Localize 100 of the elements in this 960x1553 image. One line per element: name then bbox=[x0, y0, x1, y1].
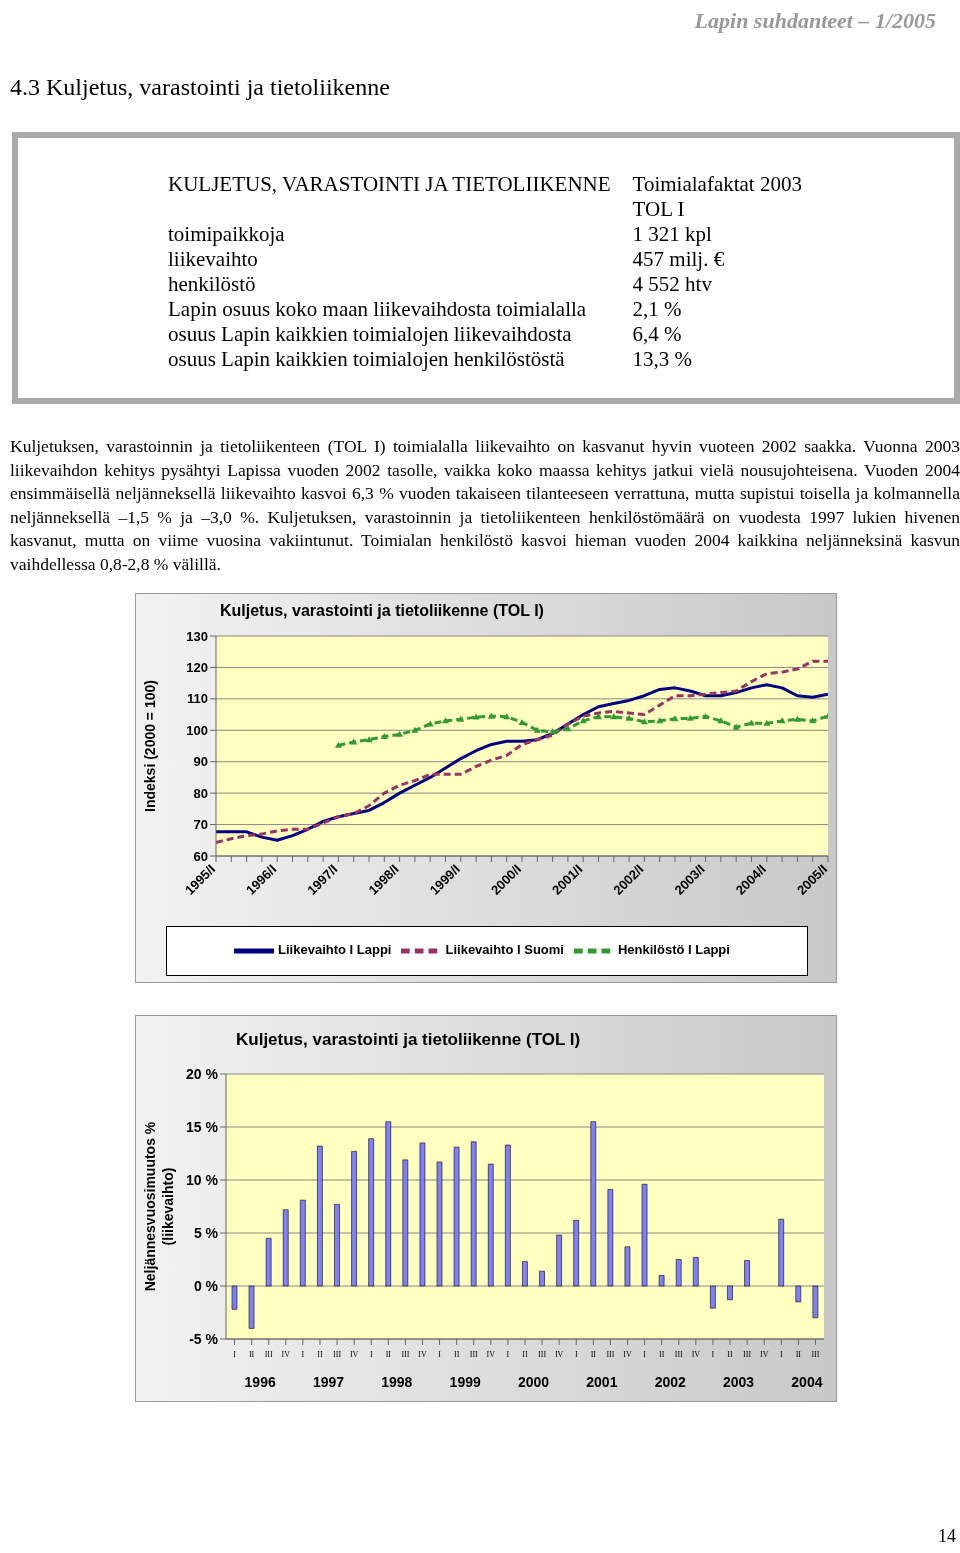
point bbox=[763, 719, 771, 726]
bar bbox=[658, 1275, 665, 1287]
legend-label: Henkilöstö I Lappi bbox=[617, 942, 730, 958]
point bbox=[457, 715, 465, 722]
y-tick-label: -5 % bbox=[189, 1330, 219, 1347]
y-tick-label: 0 % bbox=[193, 1277, 219, 1294]
point bbox=[640, 718, 648, 725]
chart-title: Kuljetus, varastointi ja tietoliikenne (TOL I) bbox=[220, 602, 544, 620]
bar bbox=[641, 1183, 648, 1287]
text: 2001 bbox=[586, 1374, 618, 1390]
x-tick-label: III bbox=[743, 1350, 752, 1359]
point bbox=[533, 726, 541, 733]
y-tick-label: 130 bbox=[186, 628, 208, 644]
bar bbox=[317, 1145, 323, 1287]
text: KULJETUS, VARASTOINTI JA TIETOLIIKENNE bbox=[168, 172, 612, 198]
bar bbox=[692, 1257, 699, 1287]
point bbox=[671, 715, 679, 722]
x-tick-label: II bbox=[317, 1350, 323, 1359]
legend-label: Liikevaihto I Lappi bbox=[278, 942, 392, 958]
text: 457 milj. € bbox=[632, 247, 726, 272]
x-tick-label: II bbox=[385, 1350, 392, 1359]
bar bbox=[590, 1121, 597, 1287]
y-tick-label: 10 % bbox=[186, 1171, 219, 1188]
bar bbox=[795, 1285, 802, 1303]
y-axis-title: Neljännesvuosimuutos % (liikevaihto) bbox=[142, 1121, 176, 1292]
x-tick-label: III bbox=[538, 1350, 547, 1359]
y-tick-label: 90 bbox=[193, 754, 208, 770]
point bbox=[503, 713, 511, 720]
y-tick-label: 100 bbox=[186, 722, 208, 738]
x-tick-label: I bbox=[574, 1350, 578, 1359]
bar bbox=[470, 1141, 477, 1287]
point bbox=[442, 717, 449, 724]
x-tick-label: I bbox=[369, 1350, 373, 1359]
text: 1997 bbox=[312, 1374, 345, 1390]
y-tick-label: 60 bbox=[193, 848, 208, 864]
x-tick-label: I bbox=[506, 1350, 510, 1359]
text: toimipaikkoja bbox=[168, 222, 286, 247]
y-tick-label: 70 bbox=[193, 817, 208, 833]
text: 2002 bbox=[654, 1374, 687, 1390]
x-tick-label: III bbox=[264, 1350, 274, 1359]
y-tick-label: 110 bbox=[187, 691, 208, 707]
x-tick-label: III bbox=[606, 1350, 615, 1359]
point bbox=[426, 720, 434, 727]
y-tick-label: 15 % bbox=[186, 1118, 219, 1135]
text: Toimialafaktat 2003 TOL I bbox=[632, 172, 802, 222]
bar bbox=[744, 1260, 750, 1287]
bar bbox=[556, 1234, 562, 1287]
point bbox=[472, 713, 480, 720]
bar bbox=[351, 1151, 357, 1287]
x-tick-label: III bbox=[401, 1350, 410, 1359]
text: henkilöstö bbox=[168, 272, 257, 297]
point bbox=[365, 736, 373, 743]
point bbox=[334, 741, 342, 748]
text: Kuljetuksen, varastoinnin ja tietoliikenteen (TOL I) toimialalla liikevaihto on kasvanut hyvin vuoteen 2002 saakka. Vuonna 2003 liikevaihdon kehitys pysähtyi Lapissa vuoden 2002 tasolle, vaikka koko maassa kehitys jatkui vielä nousujohteisena. Vuoden 2004 ensimmäisellä neljänneksellä liikevaihto kasvoi 6,3 % vuoden takaiseen tilanteeseen verrattuna, mutta supistui toisella ja kolmannella neljänneksellä –1,5 % ja –3,0 %. Kuljetuksen, varastoinnin ja tietoliikenteen henkilöstömäärä on vuodesta 1997 lukien hivenen kasvanut, mutta on viime vuosina vakiintunut. Toimialan henkilöstö kasvoi hieman vuoden 2004 kaikkina neljänneksinä kasvun vaihdellessa 0,8-2,8 % välillä. bbox=[10, 435, 960, 576]
y-tick-label: 80 bbox=[193, 785, 208, 801]
text: 2000 bbox=[517, 1374, 550, 1390]
x-tick-label: III bbox=[674, 1350, 684, 1359]
x-tick-label: I bbox=[779, 1350, 783, 1359]
x-tick-label: II bbox=[795, 1350, 802, 1359]
point bbox=[396, 730, 404, 737]
text: 1998 bbox=[381, 1374, 413, 1390]
bar bbox=[727, 1285, 733, 1301]
x-tick-label: II bbox=[453, 1350, 460, 1359]
point bbox=[793, 715, 801, 722]
x-tick-label: I bbox=[643, 1350, 647, 1359]
bar bbox=[248, 1285, 255, 1329]
text: Lapin suhdanteet – 1/2005 bbox=[694, 8, 936, 34]
point bbox=[732, 723, 740, 730]
x-tick-label: IV bbox=[418, 1350, 427, 1359]
x-tick-label: III bbox=[469, 1350, 479, 1359]
text: 14 bbox=[938, 1526, 956, 1547]
y-axis-title: Indeksi (2000 = 100) bbox=[142, 680, 158, 812]
bar bbox=[573, 1219, 579, 1287]
bar bbox=[539, 1270, 545, 1287]
x-tick-label: II bbox=[727, 1350, 734, 1359]
bar bbox=[368, 1138, 374, 1287]
text: osuus Lapin kaikkien toimialojen henkilöstöstä bbox=[168, 347, 566, 372]
point bbox=[686, 714, 694, 721]
point bbox=[564, 725, 572, 732]
bar bbox=[402, 1159, 409, 1287]
bar bbox=[282, 1209, 289, 1287]
bar bbox=[300, 1199, 306, 1287]
point bbox=[625, 714, 633, 721]
bar bbox=[778, 1218, 785, 1287]
point bbox=[748, 719, 755, 726]
text: 2003 bbox=[722, 1374, 755, 1390]
bar bbox=[607, 1189, 614, 1287]
x-tick-label: IV bbox=[623, 1350, 632, 1359]
bar bbox=[385, 1121, 392, 1287]
bar bbox=[487, 1163, 494, 1287]
x-tick-label: III bbox=[811, 1350, 820, 1359]
bar bbox=[453, 1146, 460, 1287]
bar bbox=[675, 1259, 682, 1287]
bar bbox=[812, 1285, 819, 1319]
bar bbox=[522, 1261, 528, 1287]
x-tick-label: II bbox=[248, 1350, 255, 1359]
bar bbox=[710, 1285, 716, 1309]
legend-label: Liikevaihto I Suomi bbox=[445, 942, 564, 958]
point bbox=[656, 717, 664, 724]
x-tick-label: III bbox=[333, 1350, 342, 1359]
